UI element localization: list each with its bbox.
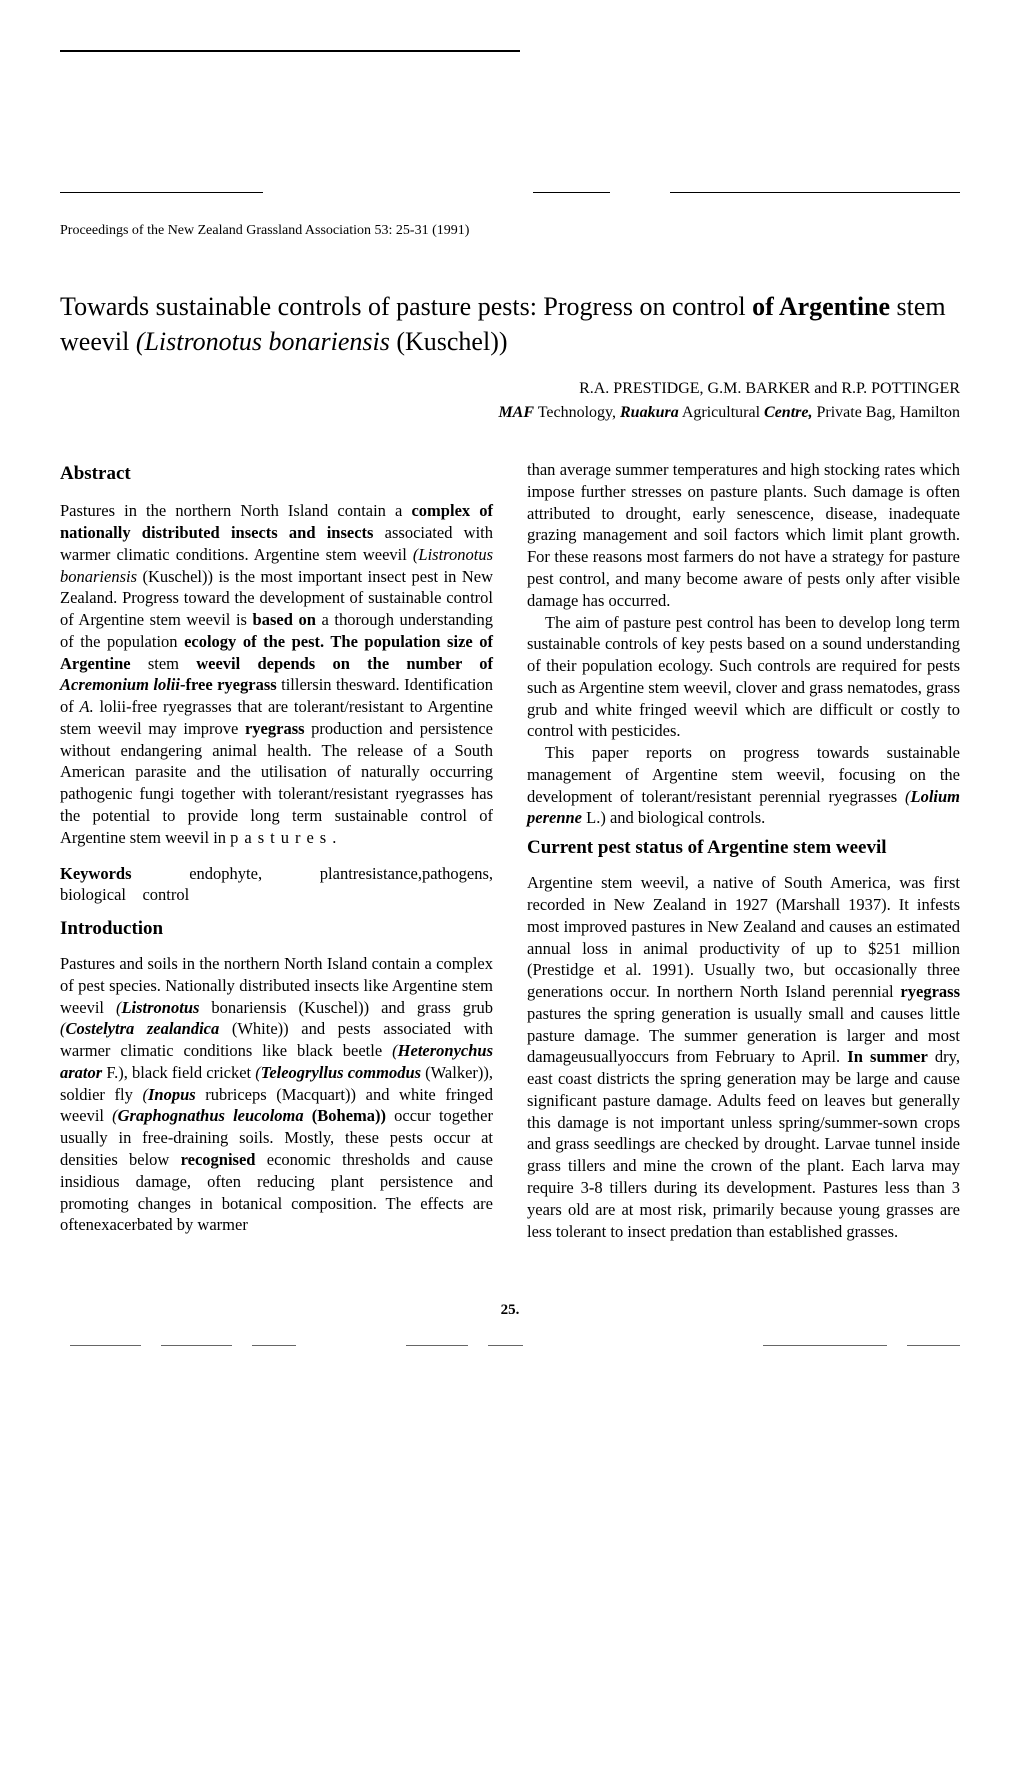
author-affiliation: MAF Technology, Ruakura Agricultural Cen…	[60, 401, 960, 425]
two-column-body: Abstract Pastures in the northern North …	[60, 459, 960, 1242]
mid-horizontal-rules	[60, 192, 960, 193]
proceedings-citation: Proceedings of the New Zealand Grassland…	[60, 223, 960, 239]
left-column: Abstract Pastures in the northern North …	[60, 459, 493, 1242]
introduction-heading: Introduction	[60, 916, 493, 941]
right-para-4: Argentine stem weevil, a native of South…	[527, 872, 960, 1242]
paper-title: Towards sustainable controls of pasture …	[60, 289, 960, 359]
author-names: R.A. PRESTIDGE, G.M. BARKER and R.P. POT…	[60, 377, 960, 401]
status-heading: Current pest status of Argentine stem we…	[527, 835, 960, 860]
keywords-line: Keywords endophyte, plantresistance,path…	[60, 863, 493, 907]
bottom-horizontal-rules	[60, 1345, 960, 1346]
right-para-3: This paper reports on progress towards s…	[527, 742, 960, 829]
top-horizontal-rule	[60, 50, 520, 52]
authors-block: R.A. PRESTIDGE, G.M. BARKER and R.P. POT…	[60, 377, 960, 425]
right-column: than average summer temperatures and hig…	[527, 459, 960, 1242]
introduction-text: Pastures and soils in the northern North…	[60, 953, 493, 1236]
page-number: 25.	[60, 1302, 960, 1319]
abstract-text: Pastures in the northern North Island co…	[60, 500, 493, 848]
right-para-1: than average summer temperatures and hig…	[527, 459, 960, 611]
right-para-2: The aim of pasture pest control has been…	[527, 612, 960, 743]
abstract-heading: Abstract	[60, 461, 493, 486]
